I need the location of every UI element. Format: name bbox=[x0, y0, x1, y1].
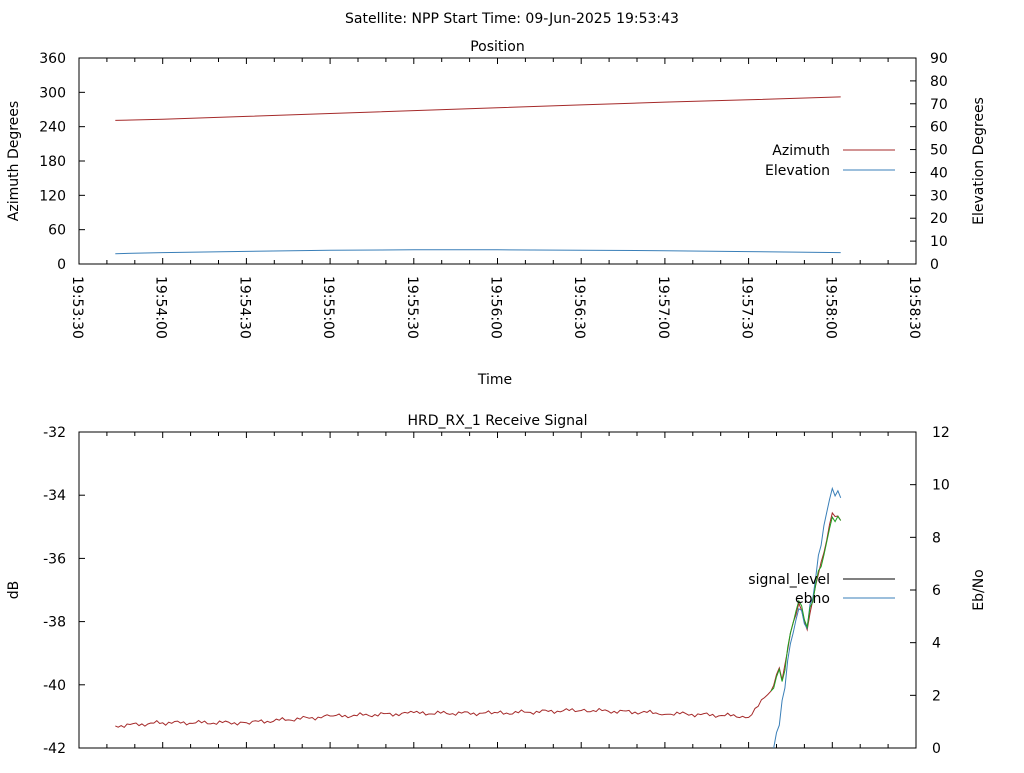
receive-signal-chart: HRD_RX_1 Receive Signal -42 -40 -38 -36 -34 -3… bbox=[6, 413, 987, 757]
y-tick-label: 360 bbox=[39, 51, 66, 67]
figure-title: Satellite: NPP Start Time: 09-Jun-2025 1… bbox=[345, 11, 679, 27]
y2-tick-label: 12 bbox=[932, 425, 950, 441]
y-tick-label: 240 bbox=[39, 120, 66, 136]
y-tick-label: -32 bbox=[43, 425, 66, 441]
y-tick-label: 300 bbox=[39, 85, 66, 101]
signal-level-curve-high bbox=[770, 515, 842, 692]
y-tick-label: -42 bbox=[43, 741, 66, 757]
x-tick-label: 19:55:30 bbox=[404, 276, 420, 339]
chart-title: HRD_RX_1 Receive Signal bbox=[408, 413, 588, 429]
legend-label-elevation: Elevation bbox=[765, 163, 830, 179]
position-chart: Position 0 60 120 180 240 300 360 0 10 20 30 40 50 60 7… bbox=[6, 39, 987, 388]
y2-tick-label: 4 bbox=[932, 636, 941, 652]
x-tick-label: 19:53:30 bbox=[69, 276, 85, 339]
series-line-elevation bbox=[115, 249, 841, 255]
x-tick-label: 19:57:30 bbox=[739, 276, 755, 339]
signal-level-curve bbox=[115, 511, 842, 729]
y-tick-label: 60 bbox=[48, 223, 66, 239]
x-tick-label: 19:56:00 bbox=[488, 276, 504, 339]
y2-tick-label: 8 bbox=[932, 530, 941, 546]
y-tick-label: -40 bbox=[43, 678, 66, 694]
y2-tick-label: 50 bbox=[930, 143, 948, 159]
y-tick-label: 0 bbox=[57, 257, 66, 273]
y2-tick-label: 2 bbox=[932, 688, 941, 704]
x-axis-label: Time bbox=[477, 372, 512, 388]
x-tick-label: 19:57:00 bbox=[655, 276, 671, 339]
plot-frame bbox=[78, 431, 917, 749]
y2-tick-label: 0 bbox=[930, 257, 939, 273]
chart-title: Position bbox=[470, 39, 525, 55]
y2-tick-label: 60 bbox=[930, 120, 948, 136]
y2-tick-label: 90 bbox=[930, 51, 948, 67]
y2-tick-label: 70 bbox=[930, 97, 948, 113]
y2-tick-label: 40 bbox=[930, 165, 948, 181]
x-tick-label: 19:54:00 bbox=[153, 276, 169, 339]
series-line-azimuth bbox=[115, 96, 841, 121]
y2-axis-label: Eb/No bbox=[971, 569, 987, 611]
y2-tick-label: 10 bbox=[932, 478, 950, 494]
x-tick-label: 19:56:30 bbox=[571, 276, 587, 339]
y2-axis-label: Elevation Degrees bbox=[971, 97, 987, 225]
x-tick-label: 19:58:00 bbox=[822, 276, 838, 339]
legend-label-signal-level: signal_level bbox=[748, 572, 830, 588]
x-tick-label: 19:58:30 bbox=[906, 276, 922, 339]
y-tick-label: -34 bbox=[43, 488, 66, 504]
y-axis-label: dB bbox=[6, 581, 22, 600]
y-tick-label: -38 bbox=[43, 615, 66, 631]
legend-label-ebno: ebno bbox=[795, 591, 830, 607]
plot-frame bbox=[78, 57, 917, 265]
ebno-curve bbox=[773, 486, 842, 749]
x-tick-label: 19:54:30 bbox=[236, 276, 252, 339]
legend-label-azimuth: Azimuth bbox=[772, 143, 830, 159]
y-axis-label: Azimuth Degrees bbox=[6, 101, 22, 221]
y2-tick-label: 80 bbox=[930, 74, 948, 90]
y2-tick-label: 30 bbox=[930, 188, 948, 204]
y2-tick-label: 0 bbox=[932, 741, 941, 757]
y-tick-label: 120 bbox=[39, 188, 66, 204]
y2-tick-label: 6 bbox=[932, 583, 941, 599]
y-tick-label: 180 bbox=[39, 154, 66, 170]
y2-tick-label: 10 bbox=[930, 234, 948, 250]
x-tick-label: 19:55:00 bbox=[320, 276, 336, 339]
y2-tick-label: 20 bbox=[930, 211, 948, 227]
y-tick-label: -36 bbox=[43, 551, 66, 567]
